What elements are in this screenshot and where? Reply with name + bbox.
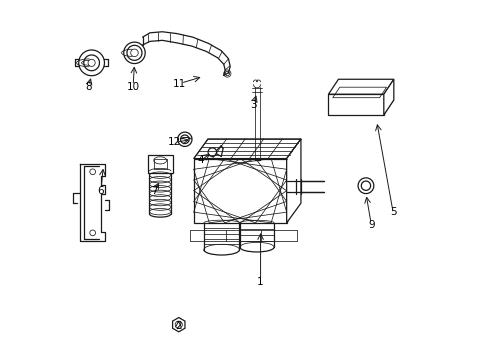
Text: 3: 3 xyxy=(249,100,256,110)
Text: 6: 6 xyxy=(98,186,104,196)
Text: 10: 10 xyxy=(126,82,139,92)
Text: 2: 2 xyxy=(175,321,182,332)
Text: 9: 9 xyxy=(367,220,374,230)
Text: 8: 8 xyxy=(85,82,92,92)
Polygon shape xyxy=(147,155,172,173)
Text: 7: 7 xyxy=(151,186,158,196)
Polygon shape xyxy=(328,79,393,94)
Polygon shape xyxy=(193,158,286,223)
Polygon shape xyxy=(328,100,393,115)
Polygon shape xyxy=(328,94,383,115)
Text: 1: 1 xyxy=(257,277,264,287)
Text: 4: 4 xyxy=(197,156,204,165)
Polygon shape xyxy=(383,79,393,115)
Polygon shape xyxy=(286,139,300,223)
Text: 5: 5 xyxy=(389,207,396,217)
Polygon shape xyxy=(193,139,300,158)
Text: 12: 12 xyxy=(168,138,181,148)
Text: 11: 11 xyxy=(172,78,186,89)
Polygon shape xyxy=(172,318,184,332)
